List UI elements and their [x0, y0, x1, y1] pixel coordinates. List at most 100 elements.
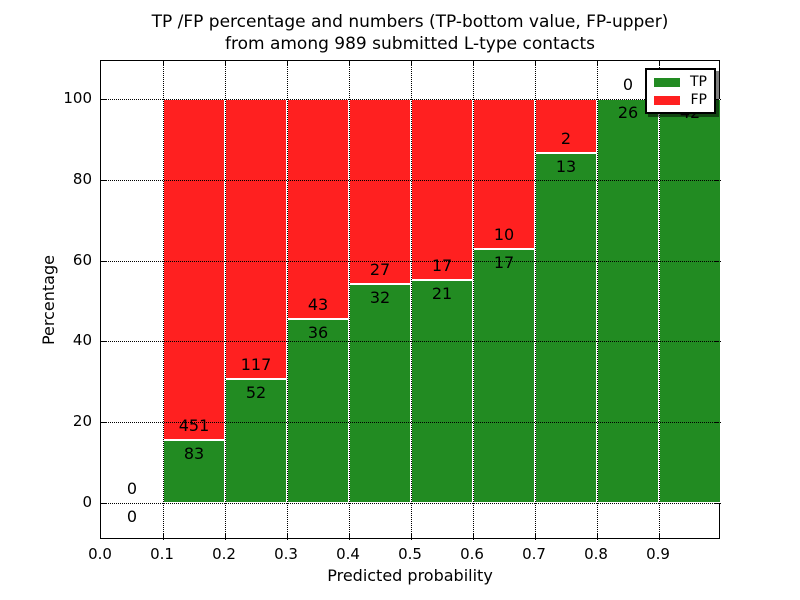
bar-segment-fp — [535, 99, 597, 153]
x-tick-mark — [535, 61, 536, 66]
bar-segment-tp — [225, 378, 287, 503]
y-tick-mark — [714, 422, 719, 424]
tp-swatch — [654, 77, 680, 87]
bar-count-label-fp: 117 — [240, 354, 272, 374]
legend-label-tp: TP — [690, 74, 707, 90]
x-tick-label: 0.4 — [336, 545, 360, 563]
y-tick-label: 0 — [82, 493, 92, 511]
bar-count-label-tp: 32 — [369, 287, 391, 307]
y-tick-label: 100 — [63, 89, 92, 107]
bar-count-label-tp: 13 — [555, 156, 577, 176]
x-tick-mark — [163, 61, 164, 66]
bar-segment-tp — [287, 318, 349, 503]
bar-segment-tp — [535, 152, 597, 503]
y-tick-mark — [714, 179, 719, 181]
legend-label-fp: FP — [690, 92, 708, 108]
x-tick-mark — [225, 533, 226, 538]
x-tick-label: 0.5 — [398, 545, 422, 563]
y-tick-label: 60 — [72, 250, 92, 269]
x-tick-mark — [287, 61, 288, 66]
x-tick-mark — [597, 533, 598, 538]
bar-count-label-tp: 17 — [493, 252, 515, 272]
bar-segment-tp — [411, 279, 473, 503]
gridline-vertical — [535, 61, 536, 540]
x-tick-mark — [225, 61, 226, 66]
x-tick-label: 0.8 — [584, 545, 608, 563]
chart-title: TP /FP percentage and numbers (TP-bottom… — [151, 12, 669, 54]
gridline-vertical — [659, 61, 660, 540]
x-tick-mark — [535, 533, 536, 538]
x-tick-label: 0.3 — [274, 545, 298, 563]
bar-segment-fp — [411, 99, 473, 280]
bar-count-label-fp: 2 — [560, 128, 572, 148]
bar-count-label-tp: 26 — [617, 103, 639, 122]
bar-segment-tp — [659, 99, 721, 503]
x-tick-mark — [473, 533, 474, 538]
y-tick-mark — [101, 99, 106, 100]
y-tick-mark — [714, 260, 719, 262]
bar-count-label-fp: 451 — [178, 416, 210, 436]
bar-count-label-tp: 36 — [307, 322, 329, 342]
bar-count-label-fp: 43 — [307, 294, 329, 314]
x-tick-mark — [411, 533, 412, 538]
bar-count-label-tp: 0 — [126, 507, 138, 526]
bar-count-label-tp: 83 — [183, 444, 205, 464]
x-tick-label: 0.7 — [522, 545, 546, 563]
gridline-vertical — [163, 61, 164, 540]
bar-count-label-tp: 52 — [245, 382, 267, 402]
x-axis-label: Predicted probability — [327, 566, 493, 585]
bar-count-label-fp: 27 — [369, 259, 391, 279]
y-tick-label: 80 — [72, 169, 92, 188]
bar-segment-fp — [163, 99, 225, 441]
x-tick-mark — [349, 61, 350, 66]
bar-count-label-fp: 0 — [126, 479, 138, 498]
legend: TP FP — [645, 68, 716, 114]
x-tick-label: 0.1 — [150, 545, 174, 563]
y-tick-label: 20 — [72, 412, 92, 431]
x-tick-label: 0.9 — [646, 545, 670, 563]
x-tick-mark — [163, 533, 164, 538]
x-tick-label: 0.6 — [460, 545, 484, 563]
x-tick-mark — [411, 61, 412, 66]
fp-swatch — [654, 95, 680, 105]
x-tick-mark — [597, 61, 598, 66]
gridline-vertical — [473, 61, 474, 540]
bar-segment-tp — [597, 99, 659, 503]
y-tick-mark — [101, 422, 106, 424]
bar-segment-fp — [287, 99, 349, 319]
bar-segment-tp — [473, 248, 535, 503]
gridline-vertical — [597, 61, 598, 540]
x-tick-mark — [349, 533, 350, 538]
y-tick-mark — [101, 341, 106, 343]
bar-segment-tp — [163, 440, 225, 503]
legend-item-fp: FP — [654, 93, 707, 107]
bar-count-label-tp: 21 — [431, 283, 453, 303]
bar-segment-fp — [225, 99, 287, 379]
bar-count-label-fp: 0 — [622, 75, 634, 94]
y-tick-mark — [101, 179, 106, 181]
y-tick-mark — [101, 503, 106, 504]
gridline-vertical — [287, 61, 288, 540]
x-tick-mark — [287, 533, 288, 538]
y-tick-mark — [714, 99, 719, 100]
x-tick-label: 0.2 — [212, 545, 236, 563]
y-tick-mark — [714, 341, 719, 343]
y-tick-mark — [101, 260, 106, 262]
bar-count-label-fp: 10 — [493, 224, 515, 244]
x-tick-mark — [659, 533, 660, 538]
gridline-vertical — [225, 61, 226, 540]
gridline-vertical — [349, 61, 350, 540]
gridline-vertical — [411, 61, 412, 540]
y-tick-mark — [714, 503, 719, 504]
bar-count-label-fp: 17 — [431, 255, 453, 275]
x-tick-mark — [659, 61, 660, 66]
plot-area: 0045183117524336273217211017213026042 — [100, 60, 721, 540]
bar-segment-tp — [349, 283, 411, 503]
x-tick-mark — [473, 61, 474, 66]
legend-item-tp: TP — [654, 75, 707, 89]
y-axis-label: Percentage — [39, 255, 58, 346]
x-tick-label: 0.0 — [88, 545, 112, 563]
y-tick-label: 40 — [72, 331, 92, 350]
bar-segment-fp — [349, 99, 411, 284]
